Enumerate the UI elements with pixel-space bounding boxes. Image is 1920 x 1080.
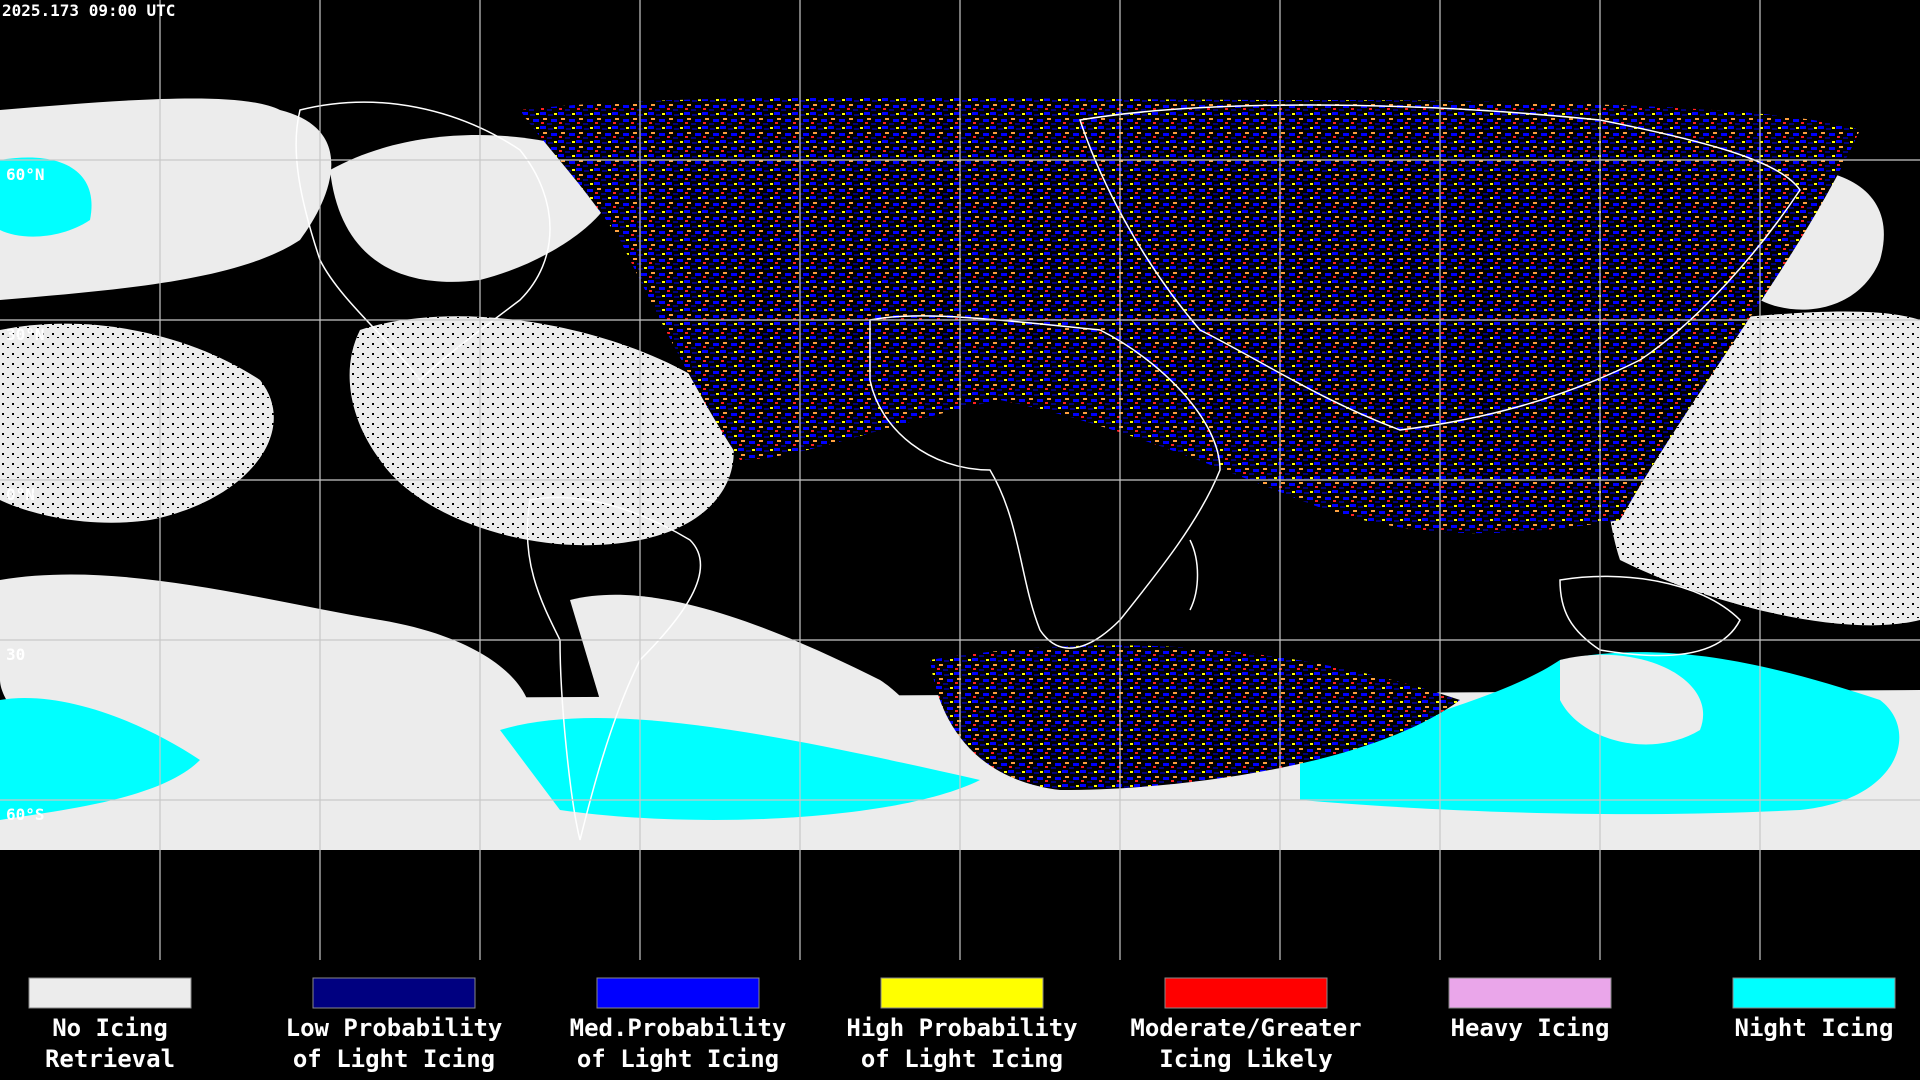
legend-label: Icing Likely bbox=[1159, 1045, 1332, 1073]
legend-swatch bbox=[1448, 977, 1612, 1009]
legend-swatch bbox=[28, 977, 192, 1009]
timestamp: 2025.173 09:00 UTC bbox=[2, 1, 175, 20]
latitude-label: 30 bbox=[6, 645, 25, 664]
legend-label: of Light Icing bbox=[861, 1045, 1063, 1073]
legend-label: Low Probability bbox=[286, 1014, 503, 1042]
latitude-label: 60°N bbox=[6, 165, 45, 184]
graticule bbox=[0, 0, 1920, 960]
legend-label: Retrieval bbox=[45, 1045, 175, 1073]
legend-swatch bbox=[1164, 977, 1328, 1009]
legend-swatch bbox=[1732, 977, 1896, 1009]
latitude-label: 0°N bbox=[6, 485, 35, 504]
legend-swatch bbox=[880, 977, 1044, 1009]
legend-label: Med.Probability bbox=[570, 1014, 787, 1042]
legend-label: Heavy Icing bbox=[1451, 1014, 1610, 1042]
legend-swatch bbox=[596, 977, 760, 1009]
legend-label: Moderate/Greater bbox=[1130, 1014, 1361, 1042]
latitude-label: 30°N bbox=[6, 325, 45, 344]
legend-label: of Light Icing bbox=[577, 1045, 779, 1073]
legend-label: of Light Icing bbox=[293, 1045, 495, 1073]
legend-label: Night Icing bbox=[1735, 1014, 1894, 1042]
legend-label: High Probability bbox=[846, 1014, 1077, 1042]
legend-swatch bbox=[312, 977, 476, 1009]
legend-label: No Icing bbox=[52, 1014, 168, 1042]
latitude-label: 60°S bbox=[6, 805, 45, 824]
coastlines bbox=[295, 101, 1801, 841]
